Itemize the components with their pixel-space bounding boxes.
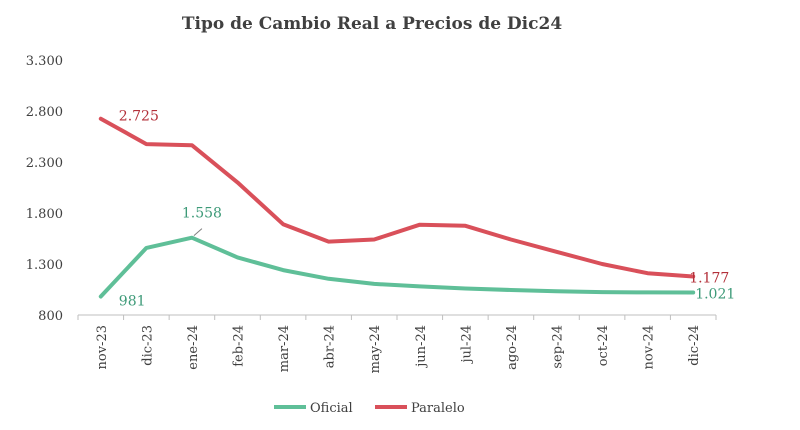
y-tick-label: 2.300 (26, 156, 63, 171)
x-axis: nov-23 dic-23 ene-24 feb-24 mar-24 abr-24 may-… (77, 315, 717, 373)
data-label-leader (193, 228, 203, 237)
data-label: 2.725 (119, 109, 159, 125)
x-tick-label: mar-24 (277, 325, 292, 372)
x-tick-label: oct-24 (596, 325, 611, 366)
x-tick-label: nov-23 (95, 325, 110, 369)
x-tick-label: jul-24 (459, 325, 474, 365)
legend-label-paralelo: Paralelo (411, 401, 465, 416)
series-line-oficial (98, 235, 696, 299)
x-tick-label: sep-24 (551, 325, 566, 369)
legend-label-oficial: Oficial (310, 401, 353, 416)
chart-title: Tipo de Cambio Real a Precios de Dic24 (182, 14, 562, 34)
data-label: 981 (119, 294, 146, 310)
legend: Oficial Paralelo (274, 401, 465, 416)
x-tick-label: nov-24 (642, 325, 657, 369)
data-labels: 981 1.558 1.021 2.725 1.177 (119, 109, 736, 310)
data-label: 1.021 (695, 286, 735, 302)
data-label: 1.558 (182, 206, 222, 222)
x-tick-label: ago-24 (505, 325, 520, 370)
series-layer (98, 116, 696, 299)
x-tick-label: jun-24 (414, 325, 429, 369)
x-tick-label: abr-24 (323, 325, 338, 368)
y-tick-label: 2.800 (26, 105, 63, 120)
data-label: 1.177 (689, 271, 729, 287)
y-tick-label: 1.800 (26, 207, 63, 222)
x-tick-label: may-24 (368, 325, 383, 373)
x-tick-label: dic-24 (687, 325, 702, 366)
x-tick-label: feb-24 (232, 325, 247, 367)
x-tick-label: dic-23 (140, 325, 155, 366)
x-tick-label: ene-24 (186, 325, 201, 370)
series-line-paralelo (98, 116, 696, 279)
y-tick-label: 1.300 (26, 258, 63, 273)
y-axis: 800 1.300 1.800 2.300 2.800 3.300 (26, 54, 63, 324)
y-tick-label: 800 (38, 309, 63, 324)
y-tick-label: 3.300 (26, 54, 63, 69)
